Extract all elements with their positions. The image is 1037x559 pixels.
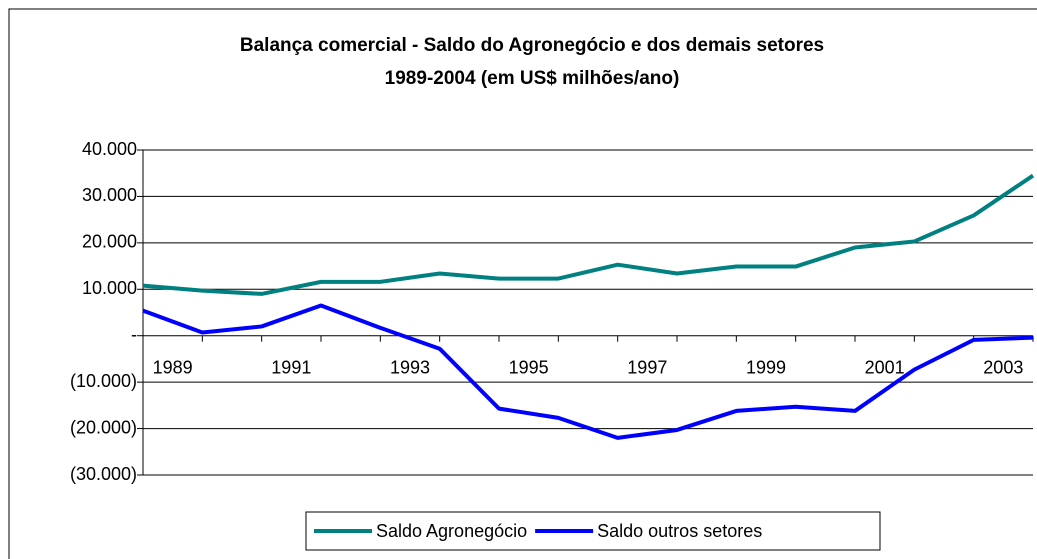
y-tick-label: 10.000 <box>82 278 137 298</box>
x-tick-label: 1995 <box>509 357 549 377</box>
y-tick-label: (20.000) <box>70 417 137 437</box>
y-tick-label: 20.000 <box>82 232 137 252</box>
legend-label: Saldo Agronegócio <box>376 521 527 541</box>
x-tick-label: 1997 <box>627 357 667 377</box>
chart-frame <box>8 8 1037 559</box>
x-tick-label: 1993 <box>390 357 430 377</box>
y-tick-label: - <box>131 324 137 344</box>
x-tick-label: 2001 <box>865 357 905 377</box>
y-tick-label: 40.000 <box>82 139 137 159</box>
x-tick-label: 1989 <box>153 357 193 377</box>
x-tick-label: 1991 <box>271 357 311 377</box>
chart-title: Balança comercial - Saldo do Agronegócio… <box>240 35 824 56</box>
chart-subtitle: 1989-2004 (em US$ milhões/ano) <box>385 68 680 89</box>
series-line <box>142 173 1035 296</box>
x-tick-label: 2003 <box>983 357 1023 377</box>
y-tick-label: 30.000 <box>82 185 137 205</box>
x-tick-label: 1999 <box>746 357 786 377</box>
y-tick-label: (30.000) <box>70 464 137 484</box>
series-line <box>142 303 1034 440</box>
y-tick-label: (10.000) <box>70 371 137 391</box>
legend-label: Saldo outros setores <box>597 521 762 541</box>
